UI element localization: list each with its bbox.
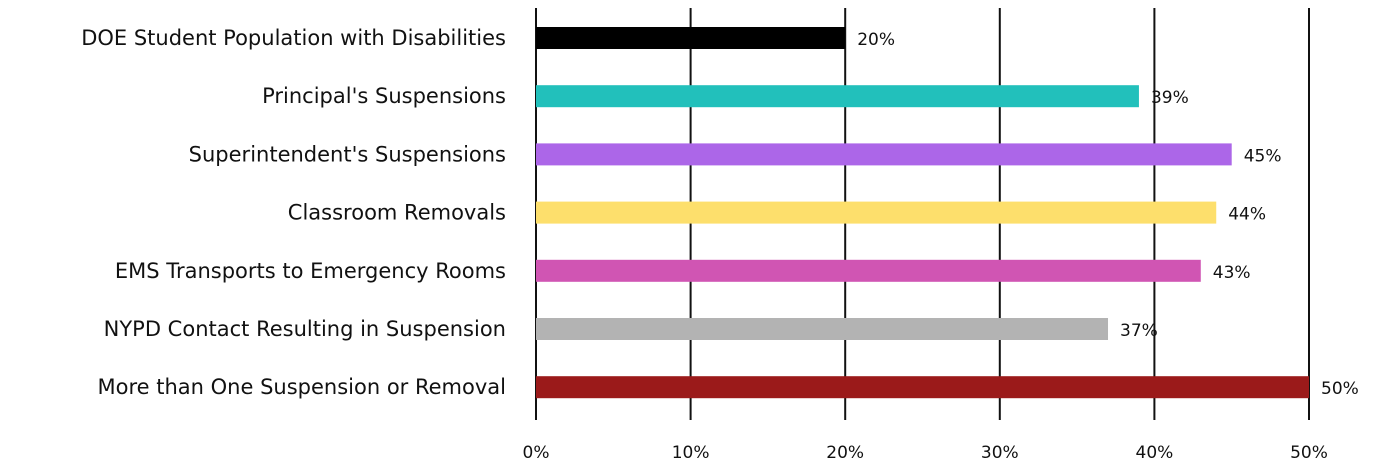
category-label: More than One Suspension or Removal [98, 375, 506, 399]
x-tick-label: 20% [826, 443, 864, 463]
value-label: 20% [857, 30, 895, 50]
x-tick-label: 50% [1290, 443, 1328, 463]
value-label: 37% [1120, 321, 1158, 341]
bars [536, 27, 1309, 399]
category-label: NYPD Contact Resulting in Suspension [104, 317, 506, 341]
category-labels: DOE Student Population with Disabilities… [81, 26, 506, 399]
x-tick-label: 40% [1136, 443, 1174, 463]
value-label: 50% [1321, 379, 1359, 399]
category-label: DOE Student Population with Disabilities [81, 26, 506, 50]
value-label: 45% [1244, 146, 1282, 166]
category-label: Classroom Removals [288, 201, 506, 225]
bar [536, 376, 1309, 399]
bar [536, 318, 1109, 340]
x-axis-ticks: 0% 10% 20% 30% 40% 50% [523, 443, 1328, 463]
value-label: 39% [1151, 88, 1189, 108]
category-label: EMS Transports to Emergency Rooms [115, 259, 506, 283]
category-label: Superintendent's Suspensions [189, 142, 506, 166]
value-label: 43% [1213, 263, 1251, 283]
value-labels: 20% 39% 45% 44% 43% 37% 50% [857, 30, 1359, 399]
bar [536, 201, 1217, 224]
x-tick-label: 30% [981, 443, 1019, 463]
x-tick-label: 0% [523, 443, 550, 463]
bar [536, 259, 1201, 282]
bar [536, 27, 846, 49]
bar [536, 85, 1139, 108]
value-label: 44% [1228, 205, 1266, 225]
category-label: Principal's Suspensions [262, 84, 506, 108]
bar [536, 143, 1232, 166]
x-tick-label: 10% [672, 443, 710, 463]
